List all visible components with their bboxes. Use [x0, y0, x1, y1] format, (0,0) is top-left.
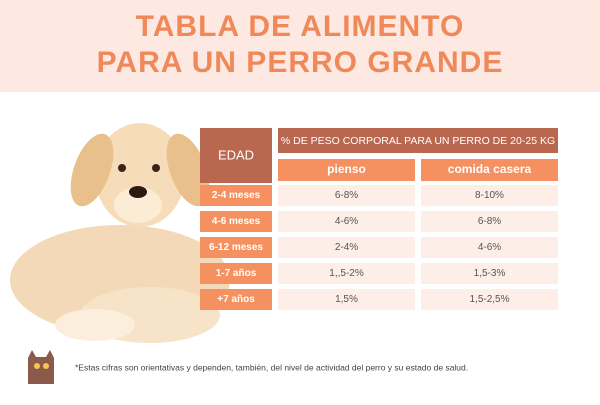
- table-value: 1,,5-2%: [329, 268, 364, 279]
- group-header-cell: [278, 128, 558, 153]
- row-label: 6-12 meses: [209, 242, 263, 253]
- column-header: pienso: [327, 162, 366, 176]
- table-cell: [278, 237, 415, 258]
- table-cell: [278, 263, 415, 284]
- table-cell: [278, 289, 415, 310]
- table-value: 2-4%: [335, 242, 358, 253]
- table-cell: [421, 237, 558, 258]
- group-header: % DE PESO CORPORAL PARA UN PERRO DE 20-2…: [281, 135, 555, 147]
- table-value: 4-6%: [335, 216, 358, 227]
- table-value: 6-8%: [478, 216, 501, 227]
- table-cell: [421, 211, 558, 232]
- row-label: +7 años: [217, 294, 255, 305]
- row-label: 4-6 meses: [212, 216, 261, 227]
- table-value: 1,5%: [335, 294, 358, 305]
- row-label: 1-7 años: [216, 268, 257, 279]
- footnote: *Estas cifras son orientativas y depende…: [75, 362, 468, 372]
- table-value: 6-8%: [335, 190, 358, 201]
- column-header-cell: [421, 159, 558, 181]
- row-label-cell: [200, 289, 272, 310]
- column-header-cell: [278, 159, 415, 181]
- row-label-cell: [200, 263, 272, 284]
- row-label-cell: [200, 185, 272, 206]
- table-cell: [421, 289, 558, 310]
- column-header: comida casera: [448, 162, 532, 176]
- header-band: [0, 0, 600, 92]
- row-label: 2-4 meses: [212, 190, 261, 201]
- table-value: 1,5-3%: [474, 268, 506, 279]
- puppy-illustration: [10, 123, 230, 343]
- table-cell: [278, 185, 415, 206]
- table-cell: [421, 263, 558, 284]
- corner-label: EDAD: [218, 147, 254, 162]
- title-line: TABLA DE ALIMENTO: [136, 10, 465, 43]
- title-line: PARA UN PERRO GRANDE: [97, 46, 504, 79]
- row-label-cell: [200, 211, 272, 232]
- row-label-cell: [200, 237, 272, 258]
- table-value: 8-10%: [475, 190, 504, 201]
- table-value: 1,5-2,5%: [469, 294, 509, 305]
- table-cell: [421, 185, 558, 206]
- table-cell: [278, 211, 415, 232]
- table: EDAD % DE PESO CORPORAL PARA UN PERRO DE…: [200, 128, 558, 310]
- cat-icon: [28, 350, 54, 384]
- table-value: 4-6%: [478, 242, 501, 253]
- corner-cell: [200, 128, 272, 183]
